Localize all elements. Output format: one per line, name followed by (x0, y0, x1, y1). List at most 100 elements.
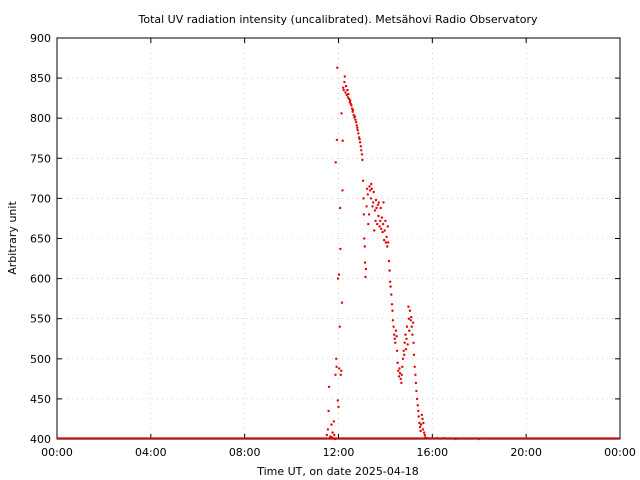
data-points (325, 66, 481, 441)
data-point (331, 431, 334, 434)
y-axis-ticks: 400 450 500 550 600 650 700 750 800 850 900 (30, 32, 620, 446)
data-point (382, 201, 385, 204)
data-point (358, 141, 362, 144)
data-point (422, 421, 425, 425)
data-point (388, 280, 392, 283)
data-point (380, 216, 384, 219)
data-point (373, 209, 377, 212)
data-point (388, 269, 391, 272)
data-point (393, 337, 396, 340)
data-point (416, 404, 419, 407)
data-point (356, 126, 359, 129)
data-point (374, 198, 378, 202)
data-point (346, 96, 350, 99)
data-point (405, 325, 409, 328)
data-point (337, 273, 341, 276)
data-point (380, 227, 383, 231)
data-point (395, 335, 398, 338)
data-point (405, 337, 408, 340)
data-point (369, 197, 373, 200)
data-point (336, 399, 339, 402)
data-point (357, 132, 360, 135)
data-point (344, 91, 347, 94)
data-point (354, 121, 358, 124)
y-tick-label: 750 (30, 152, 51, 165)
data-point (395, 349, 399, 352)
data-point (403, 341, 406, 344)
data-point (341, 139, 344, 142)
x-tick-label: 04:00 (135, 446, 167, 459)
data-point (394, 341, 397, 344)
data-point (367, 222, 370, 226)
data-point (408, 329, 411, 332)
data-point (365, 205, 368, 208)
data-point (417, 415, 420, 418)
data-point (336, 277, 340, 280)
chart-title: Total UV radiation intensity (uncalibrat… (138, 13, 538, 26)
x-tick-label: 00:00 (41, 446, 73, 459)
data-point (365, 187, 369, 190)
data-point (371, 205, 374, 208)
data-point (384, 219, 387, 223)
data-point (379, 219, 382, 223)
data-point (342, 86, 345, 89)
data-point (418, 425, 422, 429)
data-point (421, 417, 424, 421)
data-point (344, 84, 348, 88)
data-point (399, 377, 402, 381)
data-point (391, 309, 394, 312)
data-point (419, 429, 422, 433)
data-point (355, 124, 358, 127)
data-point (349, 99, 352, 102)
data-point (366, 193, 369, 196)
data-point (390, 303, 394, 306)
data-point (360, 149, 363, 152)
data-point (335, 138, 339, 142)
x-tick-label: 16:00 (416, 446, 448, 459)
x-axis-label: Time UT, on date 2025-04-18 (256, 465, 419, 478)
data-point (386, 245, 389, 248)
data-point (330, 423, 333, 426)
data-point (356, 129, 359, 132)
data-point (400, 381, 403, 385)
data-point (396, 361, 399, 364)
data-point (401, 365, 404, 368)
data-point (340, 369, 343, 372)
data-point (327, 409, 330, 413)
data-point (372, 201, 375, 204)
data-point (354, 118, 357, 122)
data-point (333, 433, 336, 437)
data-point (387, 241, 390, 244)
data-point (417, 409, 420, 413)
y-tick-label: 600 (30, 273, 51, 286)
data-point (414, 373, 417, 376)
data-point (362, 213, 365, 216)
data-point (402, 349, 405, 352)
data-point (359, 145, 362, 148)
data-point (338, 367, 341, 370)
y-tick-label: 800 (30, 112, 51, 125)
data-point (358, 137, 361, 141)
data-point (422, 431, 426, 434)
data-point (343, 75, 346, 78)
data-point (342, 88, 345, 92)
data-point (384, 241, 388, 244)
data-point (418, 421, 421, 425)
data-point (337, 405, 340, 409)
data-point (338, 206, 342, 210)
data-point (415, 397, 419, 401)
data-point (363, 261, 367, 264)
y-tick-label: 450 (30, 393, 51, 406)
y-axis-label: Arbitrary unit (6, 201, 19, 275)
data-point (421, 428, 425, 431)
data-point (353, 115, 357, 118)
data-point (389, 285, 392, 288)
data-point (368, 185, 371, 188)
data-point (400, 373, 403, 376)
x-tick-label: 08:00 (229, 446, 261, 459)
data-point (379, 206, 382, 210)
data-point (414, 381, 418, 385)
data-point (406, 343, 409, 346)
data-point (407, 305, 410, 308)
